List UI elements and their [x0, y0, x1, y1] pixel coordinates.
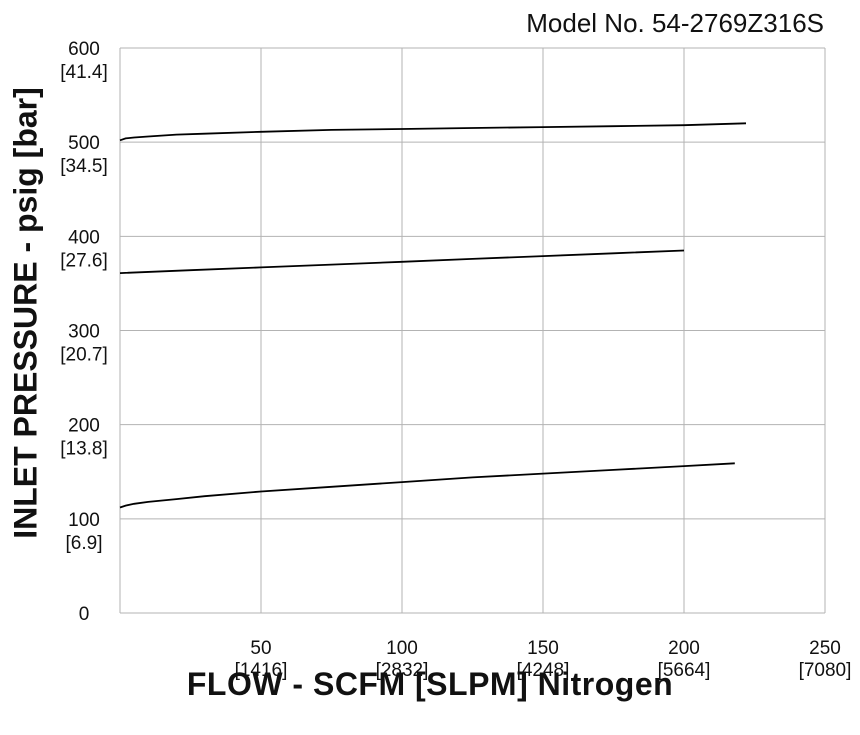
x-axis-label: FLOW - SCFM [SLPM] Nitrogen [186, 666, 674, 702]
x-tick-sublabel: [1416] [235, 660, 288, 681]
series-line-3 [119, 462, 735, 509]
curves [119, 122, 747, 509]
y-tick-sublabel: [20.7] [60, 345, 108, 366]
grid-lines [119, 47, 826, 614]
y-tick-label: 200 [68, 416, 100, 437]
x-tick-label: 250 [809, 638, 841, 659]
tick-labels: 0100[6.9]200[13.8]300[20.7]400[27.6]500[… [60, 39, 851, 681]
x-tick-sublabel: [4248] [517, 660, 570, 681]
y-tick-sublabel: [41.4] [60, 62, 108, 83]
y-tick-sublabel: [13.8] [60, 439, 108, 460]
model-number: Model No. 54-2769Z316S [526, 8, 824, 38]
x-tick-label: 150 [527, 638, 559, 659]
y-tick-sublabel: [27.6] [60, 250, 108, 271]
y-axis-label: INLET PRESSURE - psig [bar] [7, 87, 44, 539]
y-tick-label: 400 [68, 227, 100, 248]
y-tick-label: 500 [68, 133, 100, 154]
x-tick-label: 100 [386, 638, 418, 659]
x-tick-sublabel: [7080] [799, 660, 852, 681]
x-tick-label: 200 [668, 638, 700, 659]
x-tick-sublabel: [2832] [376, 660, 429, 681]
y-tick-label: 0 [79, 604, 90, 625]
series-line-2 [119, 249, 685, 274]
x-tick-label: 50 [250, 638, 271, 659]
series-line-1 [119, 122, 747, 142]
y-tick-label: 300 [68, 322, 100, 343]
y-tick-label: 100 [68, 510, 100, 531]
y-tick-label: 600 [68, 39, 100, 60]
y-tick-sublabel: [34.5] [60, 156, 108, 177]
x-tick-sublabel: [5664] [658, 660, 711, 681]
y-tick-sublabel: [6.9] [66, 533, 103, 554]
